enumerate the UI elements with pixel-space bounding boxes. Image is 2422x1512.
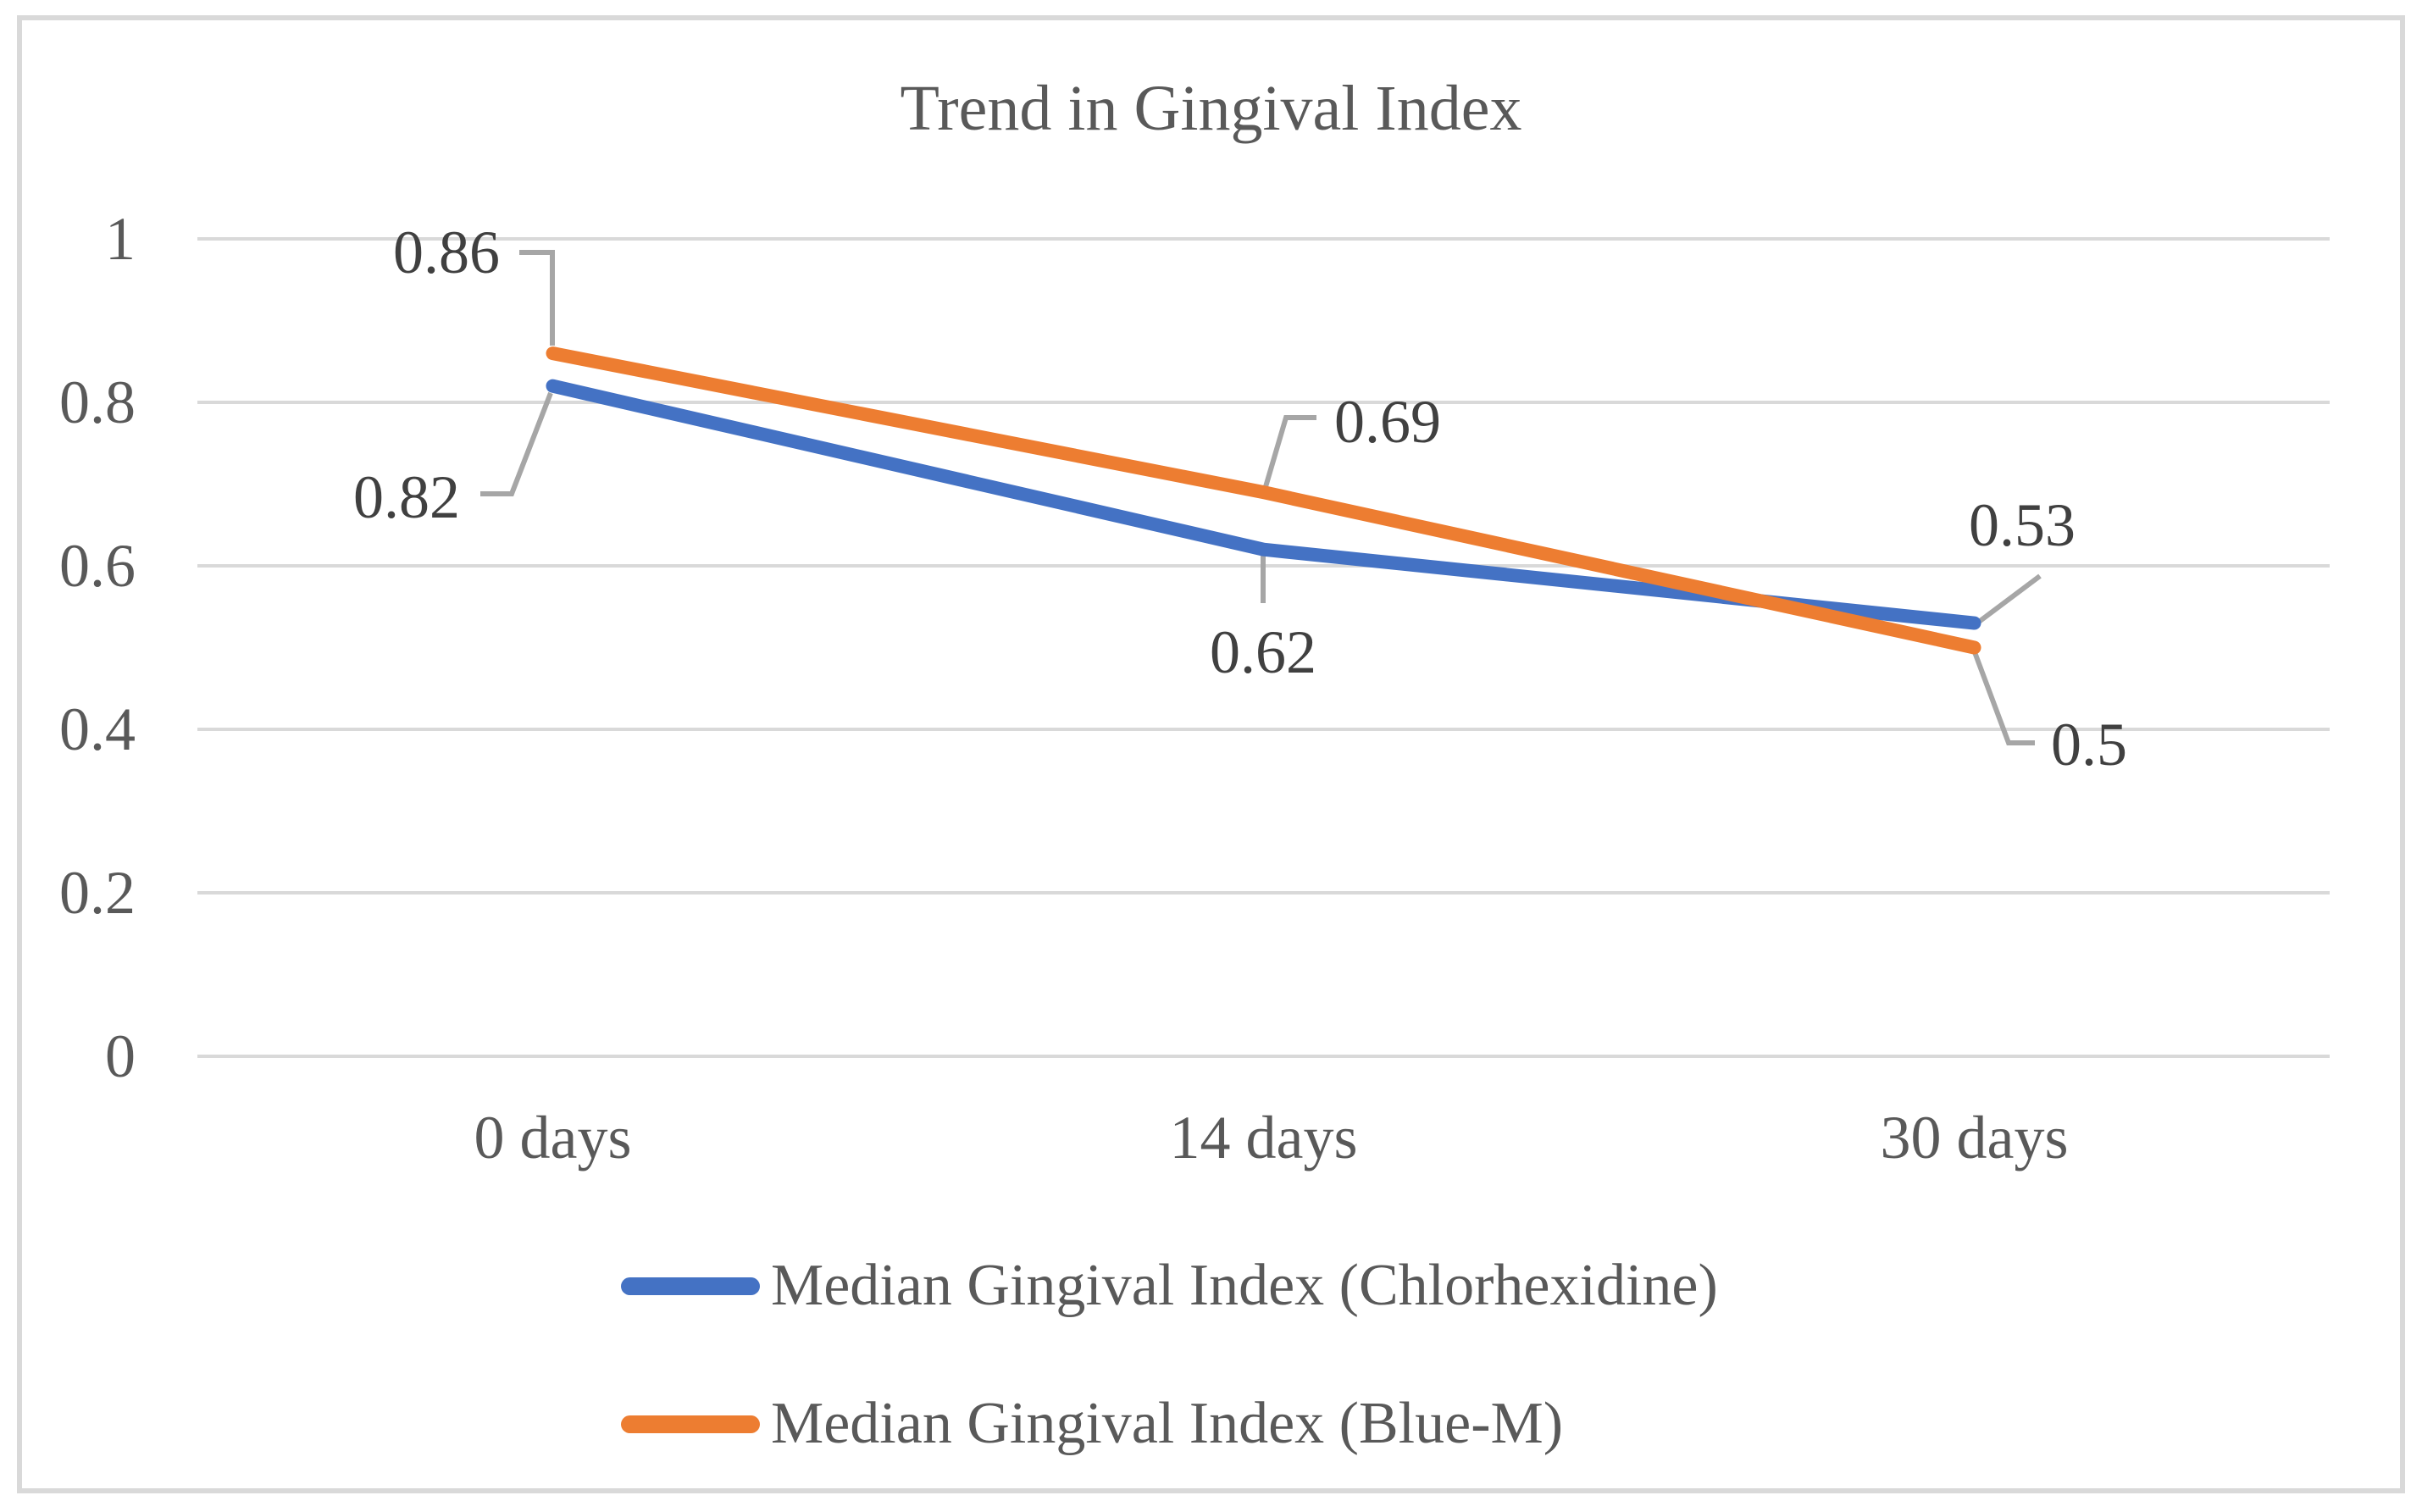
x-axis-category-label: 14 days	[1170, 1104, 1358, 1171]
y-axis-tick-label: 0.4	[59, 695, 136, 763]
data-label-leader-line	[480, 391, 553, 496]
y-axis-tick-label: 0.8	[59, 368, 136, 436]
legend-swatch-chlorhexidine-icon	[621, 1277, 760, 1295]
data-label: 0.86	[393, 219, 500, 286]
legend-item-chlorhexidine: Median Gingival Index (Chlorhexidine)	[621, 1243, 1718, 1328]
data-label-leader-line	[1977, 573, 2042, 624]
x-axis-category-label: 0 days	[474, 1104, 632, 1171]
data-label: 0.53	[1969, 491, 2076, 559]
data-label: 0.69	[1334, 388, 1441, 456]
data-label: 0.82	[353, 463, 460, 531]
x-axis-category-label: 30 days	[1881, 1104, 2069, 1171]
data-label: 0.62	[1210, 618, 1316, 686]
y-axis-tick-label: 0	[105, 1022, 136, 1090]
legend-swatch-blue-m-icon	[621, 1415, 760, 1433]
y-axis-tick-label: 0.6	[59, 532, 136, 600]
series-line-blue-m	[546, 346, 1981, 655]
legend-label-chlorhexidine: Median Gingival Index (Chlorhexidine)	[771, 1253, 1718, 1318]
chart-title: Trend in Gingival Index	[900, 73, 1522, 144]
legend-label-blue-m: Median Gingival Index (Blue-M)	[771, 1391, 1564, 1456]
data-label-leader-line	[1972, 651, 2035, 745]
legend-item-blue-m: Median Gingival Index (Blue-M)	[621, 1382, 1563, 1466]
data-label-leader-line	[1262, 415, 1316, 490]
data-label-leader-line	[519, 250, 555, 346]
data-label: 0.5	[2051, 711, 2127, 778]
y-axis-tick-label: 0.2	[59, 859, 136, 927]
y-axis-tick-label: 1	[105, 205, 136, 273]
